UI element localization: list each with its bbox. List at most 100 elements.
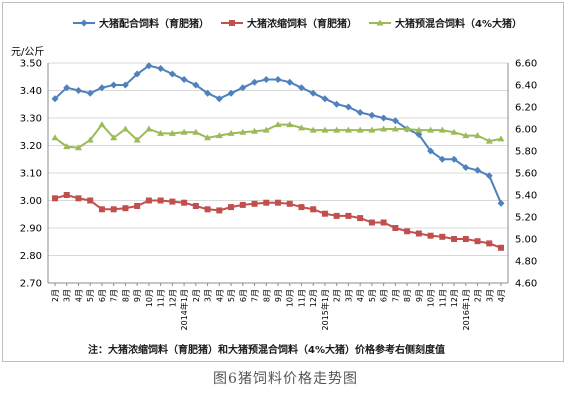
data-point <box>227 89 235 97</box>
data-point <box>262 76 270 83</box>
data-point <box>486 240 493 247</box>
x-tick-label: 8月 <box>121 289 130 302</box>
x-tick-label: 10月 <box>286 289 295 307</box>
data-point <box>204 134 212 141</box>
x-tick-label: 6月 <box>239 289 248 302</box>
x-tick-label: 11月 <box>157 289 166 307</box>
x-tick-label: 12月 <box>450 289 459 307</box>
x-tick-label: 2014年1月 <box>179 289 189 330</box>
data-point <box>345 212 352 219</box>
x-tick-label: 3月 <box>204 289 213 302</box>
data-point <box>380 114 388 122</box>
data-point <box>404 228 411 235</box>
y-left-tick-label: 3.40 <box>20 86 42 97</box>
legend-marker <box>376 19 384 26</box>
data-point <box>462 236 469 242</box>
data-point <box>181 199 188 206</box>
data-point <box>157 197 164 204</box>
data-point <box>251 78 259 86</box>
x-tick-label: 4月 <box>74 289 83 302</box>
x-tick-label: 9月 <box>415 289 424 302</box>
x-tick-label: 6月 <box>380 289 389 302</box>
x-tick-label: 11月 <box>438 289 447 307</box>
data-point <box>121 81 129 89</box>
data-point <box>145 62 153 70</box>
y-right-tick-label: 5.80 <box>515 147 537 158</box>
data-point <box>309 89 317 97</box>
data-point <box>262 126 270 133</box>
data-point <box>228 204 235 211</box>
data-point <box>98 84 106 92</box>
x-tick-label: 7月 <box>391 289 400 302</box>
data-point <box>274 76 282 83</box>
data-point <box>110 206 117 213</box>
x-tick-label: 5月 <box>227 289 236 302</box>
data-point <box>180 128 188 135</box>
data-point <box>122 205 129 212</box>
data-point <box>75 195 82 202</box>
data-point <box>297 124 305 131</box>
data-point <box>63 143 71 150</box>
data-point <box>415 230 422 237</box>
data-point <box>87 197 94 204</box>
data-point <box>98 121 106 128</box>
x-tick-label: 8月 <box>403 289 412 302</box>
x-tick-label: 4月 <box>356 289 365 302</box>
data-point <box>239 128 247 135</box>
data-point <box>169 198 176 205</box>
chart-caption: 图6猪饲料价格走势图 <box>213 371 358 387</box>
y-left-tick-label: 3.50 <box>20 59 42 70</box>
chart-frame: 3.50 3.40 3.30 3.20 3.10 3.00 2.90 2.80 2.70 6.60… <box>2 2 564 362</box>
y-left-tick-label: 2.80 <box>20 251 42 262</box>
x-tick-label: 8月 <box>262 289 271 302</box>
y-right-tick-label: 4.60 <box>515 279 537 290</box>
data-point <box>356 126 364 133</box>
data-point <box>439 233 446 240</box>
data-point <box>86 136 94 143</box>
data-point <box>438 126 446 133</box>
data-point <box>239 201 246 208</box>
data-point <box>157 129 165 136</box>
data-point <box>133 70 141 78</box>
y-left-tick-label: 3.30 <box>20 114 42 125</box>
x-tick-label: 2月 <box>51 289 60 302</box>
data-point <box>451 236 458 242</box>
data-point <box>415 126 423 133</box>
data-point <box>438 155 446 163</box>
data-point <box>98 206 105 213</box>
series-line <box>54 123 502 149</box>
data-point <box>86 89 94 97</box>
data-point <box>427 232 434 239</box>
data-point <box>392 225 399 231</box>
x-tick-label: 2016年1月 <box>461 289 471 330</box>
x-tick-label: 9月 <box>133 289 142 302</box>
data-point <box>321 95 329 103</box>
data-point <box>74 144 82 151</box>
data-point <box>133 136 141 143</box>
y-left-tick-label: 3.20 <box>20 141 42 152</box>
data-point <box>63 192 70 198</box>
x-tick-label: 5月 <box>86 289 95 302</box>
x-tick-label: 2015年1月 <box>320 289 330 330</box>
legend-marker <box>80 19 88 27</box>
y-left-tick-label: 2.90 <box>20 224 42 235</box>
data-point <box>227 129 235 136</box>
y-right-tick-label: 6.00 <box>515 125 537 136</box>
data-point <box>286 78 294 86</box>
x-tick-label: 12月 <box>309 289 318 307</box>
data-point <box>74 87 82 94</box>
x-tick-label: 11月 <box>297 289 306 307</box>
data-point <box>391 125 399 132</box>
data-point <box>333 212 340 219</box>
data-point <box>192 81 200 89</box>
y-unit-label: 元/公斤 <box>11 46 44 58</box>
data-point <box>310 206 317 213</box>
data-point <box>415 131 423 138</box>
data-point <box>297 84 305 92</box>
data-point <box>134 203 141 209</box>
x-tick-label: 2月 <box>192 289 201 302</box>
data-point <box>121 125 129 132</box>
data-point <box>333 100 341 108</box>
data-point <box>450 128 458 135</box>
data-point <box>427 147 435 155</box>
